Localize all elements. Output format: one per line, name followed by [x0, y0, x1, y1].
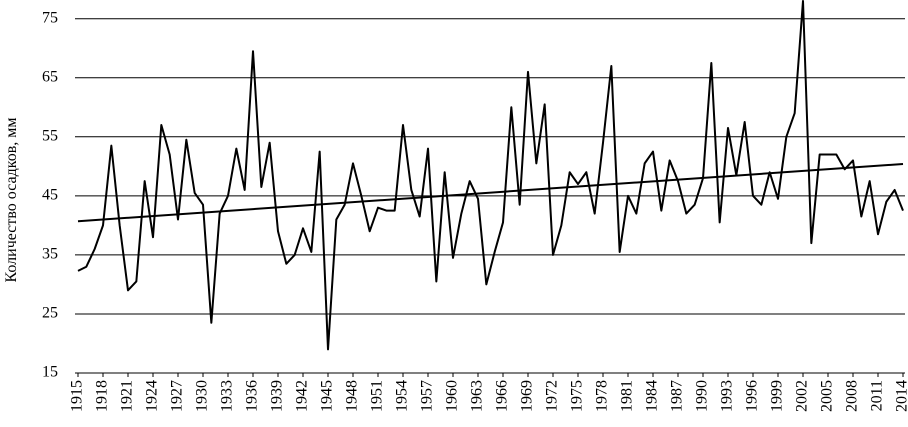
x-tick-label: 1915 — [69, 380, 86, 412]
x-tick-label: 1996 — [744, 380, 761, 412]
x-tick-label: 1945 — [319, 380, 336, 412]
y-tick-label: 45 — [42, 187, 58, 204]
x-tick-label: 1933 — [219, 380, 236, 412]
x-tick-label: 1936 — [244, 380, 261, 412]
x-tick-label: 1990 — [694, 380, 711, 412]
x-tick-label: 2014 — [894, 380, 908, 412]
x-tick-label: 1939 — [269, 380, 286, 412]
y-tick-label: 65 — [42, 68, 58, 85]
x-tick-label: 1927 — [169, 380, 186, 412]
x-tick-label: 1924 — [144, 380, 161, 412]
y-axis-label: Количество осадков, мм — [3, 118, 20, 283]
y-tick-label: 35 — [42, 246, 58, 263]
x-tick-label: 2011 — [869, 380, 886, 411]
x-tick-label: 1963 — [469, 380, 486, 412]
x-tick-label: 1972 — [544, 380, 561, 412]
x-tick-label: 1993 — [719, 380, 736, 412]
x-tick-label: 1954 — [394, 380, 411, 412]
x-tick-label: 1975 — [569, 380, 586, 412]
x-tick-label: 1960 — [444, 380, 461, 412]
x-tick-label: 1978 — [594, 380, 611, 412]
x-tick-label: 2008 — [844, 380, 861, 412]
x-tick-label: 1987 — [669, 380, 686, 412]
trend-line — [77, 162, 904, 223]
x-tick-label: 1984 — [644, 380, 661, 412]
y-tick-label: 25 — [42, 305, 58, 322]
x-tick-label: 1942 — [294, 380, 311, 412]
y-tick-label: 75 — [42, 9, 58, 26]
x-tick-label: 1930 — [194, 380, 211, 412]
x-tick-label: 1966 — [494, 380, 511, 412]
x-tick-label: 1921 — [119, 380, 136, 412]
y-tick-label: 55 — [42, 127, 58, 144]
x-tick-label: 1957 — [419, 380, 436, 412]
x-tick-label: 1999 — [769, 380, 786, 412]
x-tick-label: 2002 — [794, 380, 811, 412]
x-tick-label: 2005 — [819, 380, 836, 412]
x-tick-label: 1948 — [344, 380, 361, 412]
x-tick-label: 1981 — [619, 380, 636, 412]
data-line — [77, 0, 904, 351]
x-tick-label: 1918 — [94, 380, 111, 412]
x-tick-label: 1969 — [519, 380, 536, 412]
y-tick-label: 15 — [42, 364, 58, 381]
x-tick-label: 1951 — [369, 380, 386, 412]
